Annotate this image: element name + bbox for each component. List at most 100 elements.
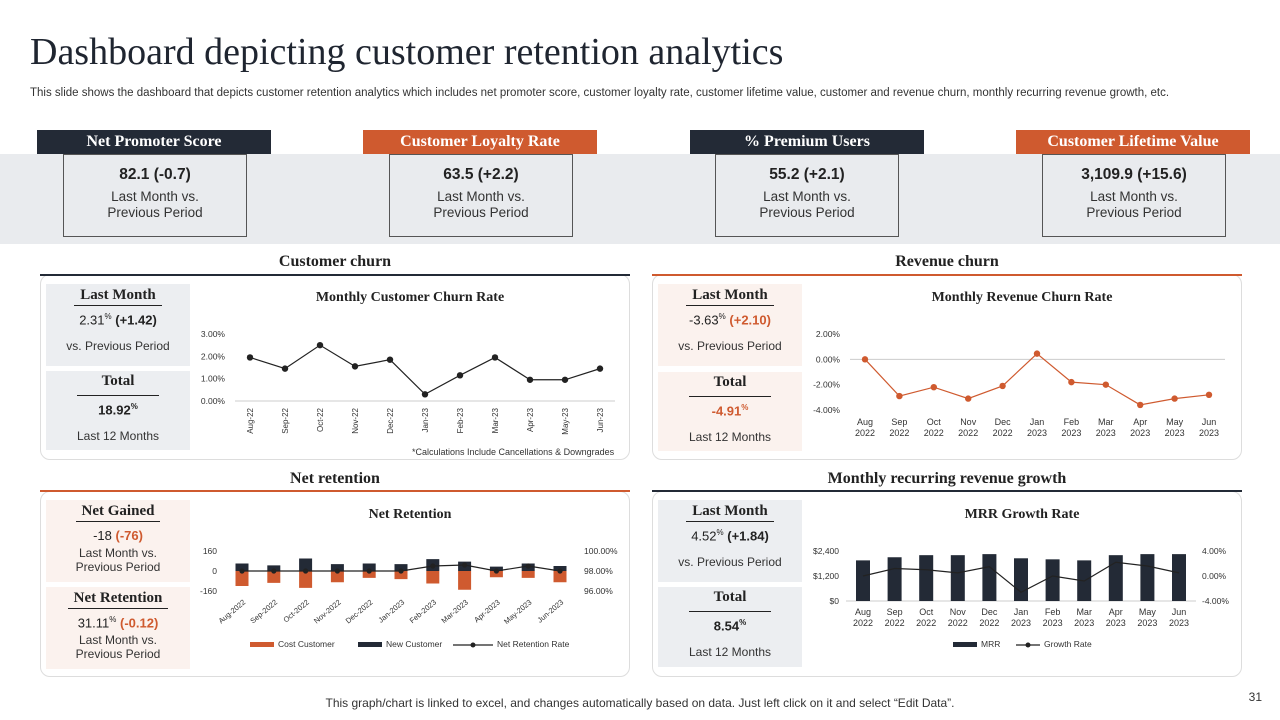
- kpi-header-premium: % Premium Users: [690, 130, 924, 154]
- x-tick-label: 2022: [948, 618, 968, 628]
- x-tick-label: May: [1139, 607, 1157, 617]
- bar-mrr: [1172, 554, 1186, 601]
- x-tick-label: Apr: [1109, 607, 1123, 617]
- x-tick-label: Mar-23: [491, 407, 500, 433]
- kpi-value: 3,109.9 (+15.6): [1081, 166, 1187, 183]
- y-tick-label-left: $1,200: [813, 571, 839, 581]
- cc-footnote: *Calculations Include Cancellations & Do…: [412, 447, 615, 457]
- legend-marker: [470, 642, 476, 648]
- y-tick-label-right: 96.00%: [584, 586, 613, 596]
- y-tick-label: 0.00%: [816, 354, 841, 364]
- data-point: [430, 563, 436, 569]
- x-tick-label: Jun-23: [596, 407, 605, 432]
- x-tick-label: 2023: [1137, 618, 1157, 628]
- kpi-value: 82.1 (-0.7): [119, 166, 191, 183]
- rc-total-value: -4.91: [711, 403, 742, 419]
- legend-swatch-cost-customer: [250, 642, 274, 647]
- kpi-value: 63.5 (+2.2): [443, 166, 519, 183]
- mrr-last-month: Last Month 4.52% (+1.84) vs. Previous Pe…: [658, 500, 802, 582]
- bar-cost-customer: [362, 571, 376, 578]
- kpi-value: 55.2 (+2.1): [769, 166, 845, 183]
- data-point: [965, 395, 972, 402]
- page-title: Dashboard depicting customer retention a…: [30, 31, 784, 73]
- y-tick-label-left: 160: [203, 546, 217, 556]
- y-tick-label: 2.00%: [201, 351, 226, 361]
- mrr-total: Total 8.54% Last 12 Months: [658, 587, 802, 667]
- bar-new-customer: [394, 564, 408, 571]
- nr-chart-title: Net Retention: [368, 507, 452, 522]
- bar-mrr: [856, 560, 870, 601]
- rc-total-text: Last 12 Months: [688, 430, 772, 445]
- x-tick-label: 2023: [1027, 428, 1047, 438]
- kpi-caption-line1: Last Month vs.: [111, 189, 199, 204]
- data-point: [271, 568, 277, 574]
- data-point: [1137, 401, 1144, 409]
- x-tick-label: 2022: [853, 618, 873, 628]
- nr-gained-value: -18: [93, 528, 112, 543]
- nr-retention-line2: Previous Period: [75, 647, 161, 662]
- legend-label: Net Retention Rate: [497, 639, 570, 649]
- kpi-header-loyalty: Customer Loyalty Rate: [363, 130, 597, 154]
- net-retention-chart: 160 0 -160 100.00% 98.00% 96.00% Aug-2022 Sep-2…: [200, 546, 618, 649]
- kpi-header-nps: Net Promoter Score: [37, 130, 271, 154]
- data-point: [1033, 350, 1041, 357]
- x-tick-label: Jan: [1030, 417, 1045, 427]
- cc-last-month-head: Last Month: [74, 287, 162, 306]
- x-tick-label: 2022: [924, 428, 944, 438]
- cc-total-value: 18.92: [98, 402, 131, 418]
- x-tick-label: Nov-2022: [312, 598, 343, 626]
- bar-new-customer: [330, 564, 344, 571]
- cc-total: Total 18.92% Last 12 Months: [46, 371, 190, 450]
- revenue-churn-chart: 2.00%0.00%-2.00%-4.00%Aug2022Sep2022Oct2…: [813, 329, 1225, 438]
- nr-gained-head: Net Gained: [75, 503, 161, 522]
- rc-last-month-delta: (+2.10): [729, 312, 771, 328]
- cc-total-pct: %: [130, 402, 138, 411]
- data-point: [493, 568, 499, 574]
- cc-last-month-text: vs. Previous Period: [66, 339, 170, 354]
- x-tick-label: 2022: [916, 618, 936, 628]
- rc-chart-title: Monthly Revenue Churn Rate: [931, 290, 1113, 305]
- x-tick-label: 2023: [1169, 618, 1189, 628]
- x-tick-label: Jan-23: [421, 407, 430, 432]
- rc-last-month: Last Month -3.63% (+2.10) vs. Previous P…: [658, 284, 802, 366]
- data-point: [316, 341, 324, 349]
- legend-label: Cost Customer: [278, 639, 335, 649]
- kpi-caption-line2: Previous Period: [759, 205, 855, 220]
- bar-mrr: [1014, 558, 1028, 601]
- data-point: [421, 391, 429, 398]
- y-tick-label: 3.00%: [201, 329, 226, 339]
- data-point: [896, 392, 903, 400]
- nr-net-retention: Net Retention 31.11% (-0.12) Last Month …: [46, 587, 190, 669]
- data-point: [303, 568, 309, 574]
- x-tick-label: Aug: [855, 607, 871, 617]
- bar-mrr: [887, 557, 902, 601]
- panel-title-customer-churn: Customer churn: [278, 253, 392, 270]
- bar-mrr: [982, 554, 997, 601]
- x-tick-label: Sep: [887, 607, 903, 617]
- y-tick-label-left: -160: [200, 586, 217, 596]
- x-tick-label: Nov: [960, 417, 977, 427]
- y-tick-label-right: 98.00%: [584, 566, 613, 576]
- x-tick-label: Dec-22: [386, 407, 395, 433]
- data-point: [1205, 391, 1213, 398]
- kpi-caption-line2: Previous Period: [1086, 205, 1182, 220]
- legend-label: New Customer: [386, 639, 442, 649]
- data-point: [1171, 395, 1178, 402]
- mrr-total-pct: %: [739, 618, 747, 627]
- bar-mrr: [1108, 555, 1123, 601]
- data-point: [386, 356, 394, 363]
- cc-chart-title: Monthly Customer Churn Rate: [315, 290, 505, 305]
- panel-title-revenue-churn: Revenue churn: [895, 253, 999, 270]
- panel-title-net-retention: Net retention: [290, 470, 380, 487]
- y-tick-label-right: 100.00%: [584, 546, 618, 556]
- x-tick-label: 2023: [1043, 618, 1063, 628]
- data-point: [239, 568, 245, 574]
- data-point: [526, 376, 534, 383]
- x-tick-label: Sep: [891, 417, 907, 427]
- x-tick-label: Nov-22: [351, 407, 360, 433]
- x-tick-label: 2023: [1130, 428, 1150, 438]
- data-point: [456, 372, 464, 379]
- legend-swatch-mrr: [953, 642, 977, 647]
- mrr-last-month-delta: (+1.84): [727, 528, 769, 544]
- mrr-growth-chart: $2,400$1,200$04.00%0.00%-4.00%Aug2022Sep…: [813, 546, 1229, 649]
